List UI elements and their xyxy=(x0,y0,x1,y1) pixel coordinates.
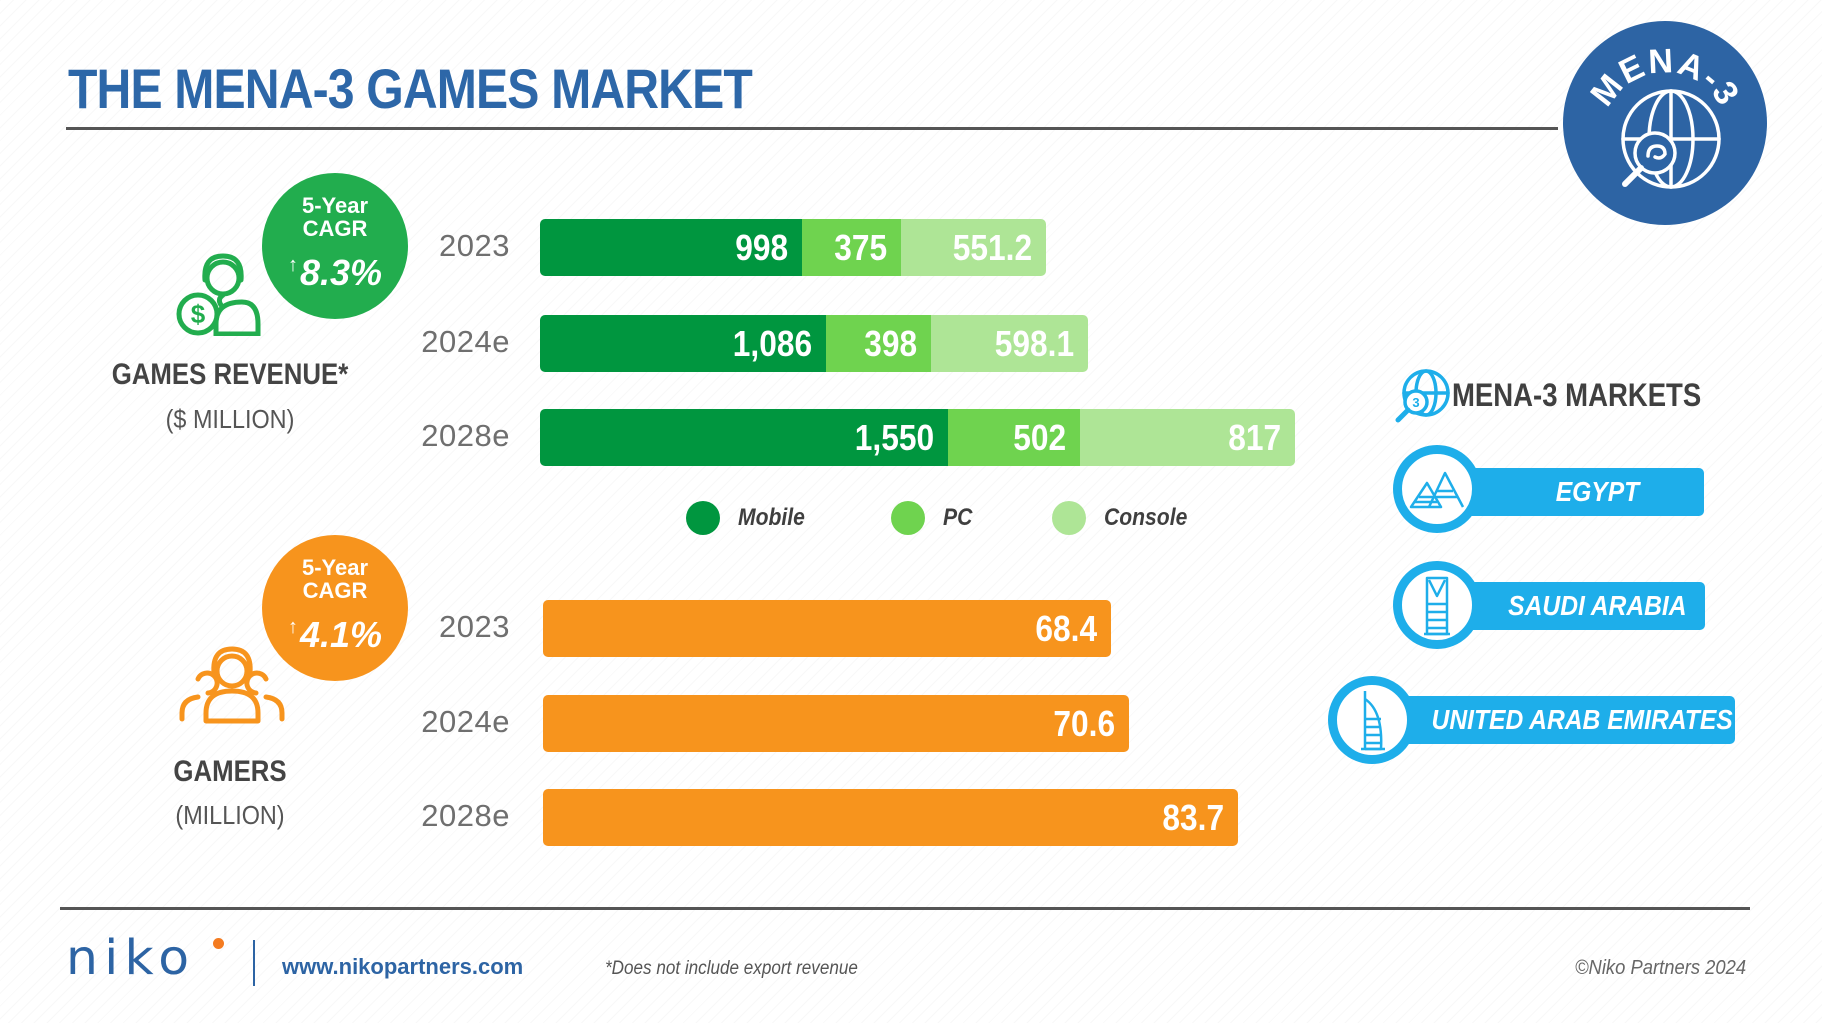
gamers-subtitle: (MILLION) xyxy=(175,800,285,830)
bar-segment-console: 598.1 xyxy=(931,315,1088,372)
cagr-label: CAGR xyxy=(302,216,368,241)
revenue-cagr-badge: 5-Year CAGR ↑8.3% xyxy=(262,173,408,319)
data-label: 598.1 xyxy=(994,322,1074,364)
cagr-value: ↑4.1% xyxy=(287,614,383,655)
market-egypt: EGYPT xyxy=(1460,468,1704,516)
niko-logo: NIKO xyxy=(66,930,196,986)
cagr-value: ↑8.3% xyxy=(287,252,383,293)
burj-al-arab-icon xyxy=(1328,676,1416,764)
bar-segment-gamers: 68.4 xyxy=(543,600,1111,657)
legend-item-console: Console xyxy=(1052,501,1199,535)
right-margin xyxy=(1822,0,1848,1023)
legend-label: Mobile xyxy=(738,504,805,531)
gamers-year-label: 2024e xyxy=(421,704,510,739)
gamers-bar-2023: 68.4 xyxy=(543,600,1111,657)
pyramids-icon xyxy=(1393,445,1481,533)
gamers-bar-2028e: 83.7 xyxy=(543,789,1238,846)
website-link[interactable]: www.nikopartners.com xyxy=(282,954,524,979)
market-label: EGYPT xyxy=(1555,476,1639,507)
page-title: THE MENA-3 GAMES MARKET xyxy=(68,57,753,120)
revenue-bar-2023: 998 375 551.2 xyxy=(540,219,1046,276)
data-label: 817 xyxy=(1228,416,1281,458)
legend-item-pc: PC xyxy=(891,501,976,535)
data-label: 998 xyxy=(735,226,788,268)
legend-label: Console xyxy=(1104,504,1188,531)
revenue-bar-2024e: 1,086 398 598.1 xyxy=(540,315,1088,372)
svg-text:3: 3 xyxy=(1412,395,1419,410)
footer-separator xyxy=(253,940,255,986)
mena3-badge: MENA-3 xyxy=(1563,21,1767,225)
title-divider xyxy=(66,127,1558,130)
arrow-up-icon: ↑ xyxy=(287,254,298,276)
gamer-headset-dollar-icon: $ xyxy=(176,250,262,337)
legend-swatch xyxy=(1052,501,1086,535)
bar-segment-mobile: 998 xyxy=(540,219,802,276)
kingdom-tower-icon xyxy=(1393,561,1481,649)
data-label: 375 xyxy=(834,226,887,268)
market-saudi-arabia: SAUDI ARABIA xyxy=(1460,582,1705,630)
legend-label: PC xyxy=(943,504,973,531)
gamers-title: GAMERS xyxy=(173,755,287,788)
bar-segment-mobile: 1,086 xyxy=(540,315,826,372)
markets-title: MENA-3 MARKETS xyxy=(1452,377,1702,413)
cagr-label: CAGR xyxy=(302,578,368,603)
bar-segment-gamers: 70.6 xyxy=(543,695,1129,752)
bar-segment-console: 551.2 xyxy=(901,219,1046,276)
bar-segment-pc: 502 xyxy=(948,409,1080,466)
revenue-year-label: 2028e xyxy=(421,418,510,453)
data-label: 83.7 xyxy=(1162,796,1224,838)
revenue-title: GAMES REVENUE* xyxy=(111,358,349,391)
legend-swatch xyxy=(891,501,925,535)
globe-search-icon: MENA-3 xyxy=(1583,42,1747,189)
market-label: UNITED ARAB EMIRATES xyxy=(1431,704,1734,735)
data-label: 1,550 xyxy=(854,416,934,458)
data-label: 70.6 xyxy=(1053,702,1115,744)
logo-dot xyxy=(213,938,224,949)
cagr-label: 5-Year xyxy=(301,193,369,218)
arrow-up-icon: ↑ xyxy=(287,616,298,638)
svg-text:MENA-3: MENA-3 xyxy=(1583,42,1747,113)
revenue-year-label: 2024e xyxy=(421,324,510,359)
bar-segment-gamers: 83.7 xyxy=(543,789,1238,846)
data-label: 551.2 xyxy=(952,226,1032,268)
badge-text: MENA-3 xyxy=(1583,42,1745,113)
data-label: 502 xyxy=(1013,416,1066,458)
bar-segment-pc: 375 xyxy=(802,219,901,276)
revenue-subtitle: ($ MILLION) xyxy=(165,404,295,434)
gamers-bar-2024e: 70.6 xyxy=(543,695,1129,752)
footnote: *Does not include export revenue xyxy=(605,958,858,979)
bar-segment-pc: 398 xyxy=(826,315,931,372)
legend-swatch xyxy=(686,501,720,535)
data-label: 68.4 xyxy=(1035,607,1097,649)
legend-item-mobile: Mobile xyxy=(686,501,814,535)
market-uae: UNITED ARAB EMIRATES xyxy=(1400,696,1735,744)
data-label: 398 xyxy=(864,322,917,364)
svg-text:$: $ xyxy=(191,299,206,329)
gamer-group-icon xyxy=(176,645,288,725)
data-label: 1,086 xyxy=(732,322,812,364)
cagr-label: 5-Year xyxy=(301,555,369,580)
gamers-year-label: 2023 xyxy=(439,609,510,644)
copyright: ©Niko Partners 2024 xyxy=(1575,957,1747,979)
bar-segment-console: 817 xyxy=(1080,409,1295,466)
market-label: SAUDI ARABIA xyxy=(1508,590,1687,621)
footer-divider xyxy=(60,907,1750,910)
revenue-bar-2028e: 1,550 502 817 xyxy=(540,409,1295,466)
gamers-year-label: 2028e xyxy=(421,798,510,833)
revenue-year-label: 2023 xyxy=(439,228,510,263)
bar-segment-mobile: 1,550 xyxy=(540,409,948,466)
globe-3-icon: 3 xyxy=(1392,366,1452,426)
gamers-cagr-badge: 5-Year CAGR ↑4.1% xyxy=(262,535,408,681)
